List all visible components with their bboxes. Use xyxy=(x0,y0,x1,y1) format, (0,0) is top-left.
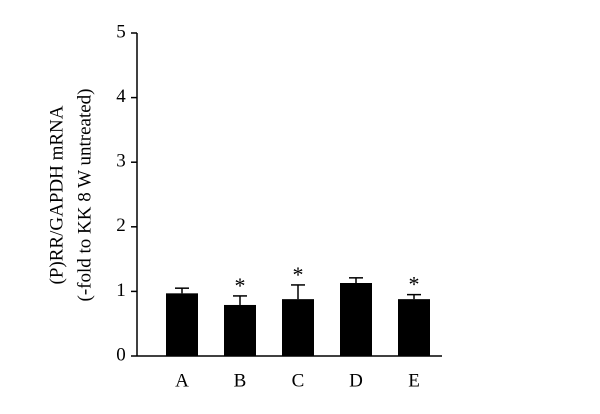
bar xyxy=(282,299,314,356)
x-tick-label: E xyxy=(408,370,420,391)
y-tick-label: 0 xyxy=(116,344,126,365)
y-axis-label: (P)RR/GAPDH mRNA xyxy=(46,105,67,284)
bar xyxy=(166,293,198,356)
bar xyxy=(224,304,256,356)
y-tick-label: 2 xyxy=(116,215,126,236)
significance-marker: * xyxy=(235,273,246,298)
y-tick-label: 5 xyxy=(116,21,126,42)
x-tick-label: A xyxy=(175,370,189,391)
y-tick-label: 4 xyxy=(116,86,126,107)
y-axis-label: (-fold to KK 8 W untreated) xyxy=(74,89,95,302)
bar xyxy=(340,283,372,356)
x-tick-label: C xyxy=(292,370,305,391)
significance-marker: * xyxy=(293,262,304,287)
significance-marker: * xyxy=(409,272,420,297)
y-tick-label: 3 xyxy=(116,151,126,172)
x-tick-label: B xyxy=(234,370,247,391)
y-tick-label: 1 xyxy=(116,280,126,301)
bar xyxy=(398,299,430,356)
x-tick-label: D xyxy=(349,370,363,391)
